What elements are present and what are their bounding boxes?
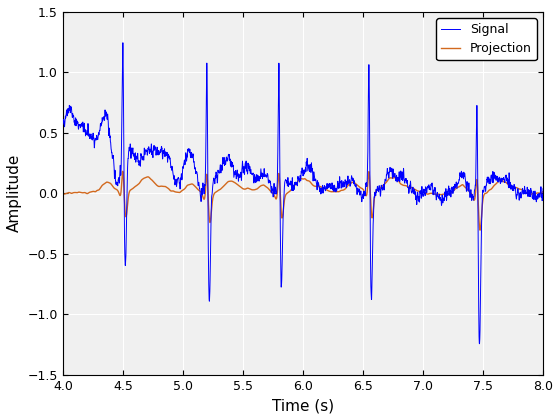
Signal bbox=[288, 179, 295, 184]
Signal bbox=[540, 186, 547, 191]
Projection bbox=[525, 190, 532, 195]
Signal bbox=[119, 40, 126, 45]
Projection bbox=[501, 180, 508, 185]
Y-axis label: Amplitude: Amplitude bbox=[7, 154, 22, 233]
Line: Signal: Signal bbox=[63, 43, 543, 344]
Projection bbox=[119, 169, 126, 174]
Projection bbox=[477, 228, 483, 233]
Signal bbox=[262, 173, 268, 178]
Signal bbox=[265, 180, 272, 185]
Signal bbox=[408, 191, 415, 196]
Projection bbox=[288, 187, 295, 192]
Signal bbox=[59, 122, 66, 127]
Projection bbox=[262, 183, 268, 188]
Signal bbox=[525, 191, 532, 196]
Projection bbox=[540, 189, 547, 194]
Signal bbox=[501, 179, 508, 184]
Legend: Signal, Projection: Signal, Projection bbox=[436, 18, 537, 60]
Signal bbox=[476, 341, 483, 346]
Projection bbox=[408, 185, 415, 190]
Line: Projection: Projection bbox=[63, 171, 543, 230]
Projection bbox=[59, 192, 66, 197]
Projection bbox=[265, 186, 272, 192]
X-axis label: Time (s): Time (s) bbox=[272, 398, 334, 413]
